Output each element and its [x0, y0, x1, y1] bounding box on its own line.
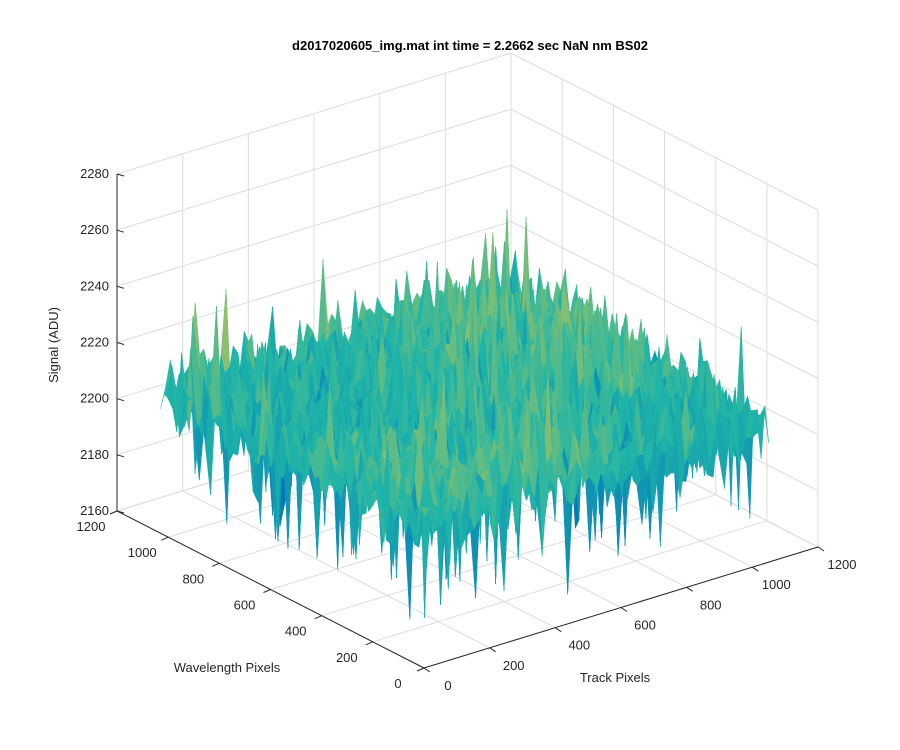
z-tick-label: 2160 — [80, 503, 109, 518]
y-tick-label: 1200 — [77, 519, 106, 534]
z-axis-label: Signal (ADU) — [46, 307, 61, 383]
back-wall-gridline — [116, 52, 512, 175]
x-tick-label: 400 — [568, 638, 590, 653]
right-wall-gridline — [510, 221, 819, 379]
y-tick-label: 0 — [394, 676, 401, 691]
y-tick-label: 600 — [234, 598, 256, 613]
back-wall-gridline — [116, 221, 512, 343]
z-tick-label: 2180 — [80, 447, 109, 462]
y-tick-label: 1000 — [128, 545, 157, 560]
surface — [160, 209, 769, 620]
back-wall-gridline — [116, 108, 512, 231]
back-wall-gridline — [116, 164, 512, 287]
z-tick-label: 2240 — [80, 278, 109, 293]
right-wall-gridline — [510, 164, 819, 323]
z-tick-label: 2220 — [80, 335, 109, 350]
right-wall-gridline — [510, 52, 819, 211]
y-tick-label: 400 — [285, 624, 307, 639]
x-tick-label: 800 — [700, 597, 722, 612]
chart-title: d2017020605_img.mat int time = 2.2662 se… — [292, 38, 648, 53]
x-tick-label: 600 — [634, 618, 656, 633]
x-tick-label: 200 — [503, 658, 525, 673]
x-tick-label: 1200 — [828, 557, 857, 572]
x-tick-label: 1000 — [762, 577, 791, 592]
z-tick-label: 2200 — [80, 391, 109, 406]
floor-gridline — [372, 520, 767, 643]
x-axis-label: Track Pixels — [580, 670, 651, 685]
y-tick-label: 200 — [336, 650, 358, 665]
right-wall-gridline — [510, 108, 819, 267]
x-tick-label: 0 — [444, 678, 451, 693]
z-tick-label: 2260 — [80, 222, 109, 237]
y-axis-label: Wavelength Pixels — [174, 660, 281, 675]
z-tick-label: 2280 — [80, 166, 109, 181]
y-tick-label: 800 — [182, 571, 204, 586]
